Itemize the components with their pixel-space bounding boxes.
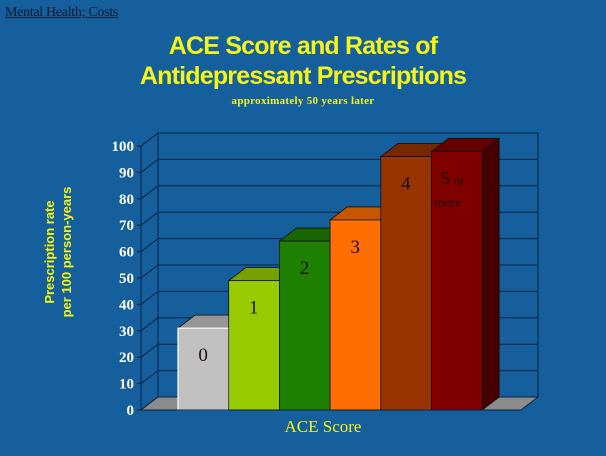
side-gridline [140,264,159,279]
side-gridline [140,238,159,252]
side-gridline [140,159,159,173]
y-tick-label: 30 [119,324,134,340]
bar-category-label: or [454,172,466,187]
bar-category-label: 1 [249,298,258,319]
bar-front-face [177,327,230,411]
y-tick-label: 10 [119,377,134,393]
side-gridline [140,370,159,384]
bar-front-face [228,280,280,411]
y-tick-label: 50 [119,271,134,287]
bar-front-face [278,240,331,411]
bar-front-face [380,156,432,411]
side-gridline [140,343,159,358]
side-gridline [140,291,159,305]
y-tick-label: 90 [119,165,134,181]
y-tick-label: 20 [119,350,134,366]
y-tick-label: 40 [119,297,134,313]
chart-title-line1: ACE Score and Rates of [168,32,438,60]
side-gridline [140,211,159,226]
bar-category-label: 0 [198,345,208,366]
chart-title-line2: Antidepressant Prescriptions [139,62,467,90]
y-tick-label: 80 [119,192,134,208]
bar-category-label: 3 [350,237,360,258]
side-gridline [140,132,159,147]
bar-category-label: 4 [401,174,411,195]
y-tick-label: 100 [112,139,135,155]
y-tick-label: 70 [119,218,134,234]
bar-front-face [431,150,483,411]
bar-category-label: more [435,194,462,209]
bar-category-label: 5 [441,168,451,189]
bar-side-face [481,137,500,411]
side-gridline [140,185,159,200]
bar-front-face [329,219,382,411]
bar-category-label: 2 [300,258,310,279]
section-label: Mental Health; Costs [5,5,118,20]
side-gridline [140,317,159,332]
x-axis-label: ACE Score [284,417,362,436]
y-tick-label: 0 [127,403,135,419]
chart-subtitle: approximately 50 years later [231,95,375,107]
y-tick-label: 60 [119,245,134,261]
